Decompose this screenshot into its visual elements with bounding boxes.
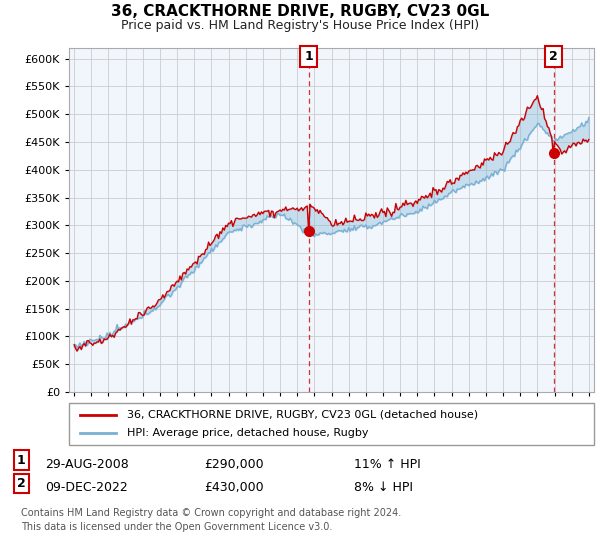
Text: 11% ↑ HPI: 11% ↑ HPI	[354, 458, 421, 470]
Text: 36, CRACKTHORNE DRIVE, RUGBY, CV23 0GL: 36, CRACKTHORNE DRIVE, RUGBY, CV23 0GL	[111, 4, 489, 19]
Text: £290,000: £290,000	[204, 458, 263, 470]
Text: 29-AUG-2008: 29-AUG-2008	[45, 458, 129, 470]
Text: 1: 1	[17, 454, 25, 466]
Text: 8% ↓ HPI: 8% ↓ HPI	[354, 481, 413, 494]
Text: Contains HM Land Registry data © Crown copyright and database right 2024.
This d: Contains HM Land Registry data © Crown c…	[21, 508, 401, 533]
Text: 09-DEC-2022: 09-DEC-2022	[45, 481, 128, 494]
Text: £430,000: £430,000	[204, 481, 263, 494]
Text: 2: 2	[549, 50, 558, 63]
Text: 1: 1	[304, 50, 313, 63]
Text: 2: 2	[17, 477, 25, 490]
Text: 36, CRACKTHORNE DRIVE, RUGBY, CV23 0GL (detached house): 36, CRACKTHORNE DRIVE, RUGBY, CV23 0GL (…	[127, 410, 478, 420]
FancyBboxPatch shape	[69, 403, 594, 445]
Text: Price paid vs. HM Land Registry's House Price Index (HPI): Price paid vs. HM Land Registry's House …	[121, 19, 479, 32]
Text: HPI: Average price, detached house, Rugby: HPI: Average price, detached house, Rugb…	[127, 428, 368, 438]
